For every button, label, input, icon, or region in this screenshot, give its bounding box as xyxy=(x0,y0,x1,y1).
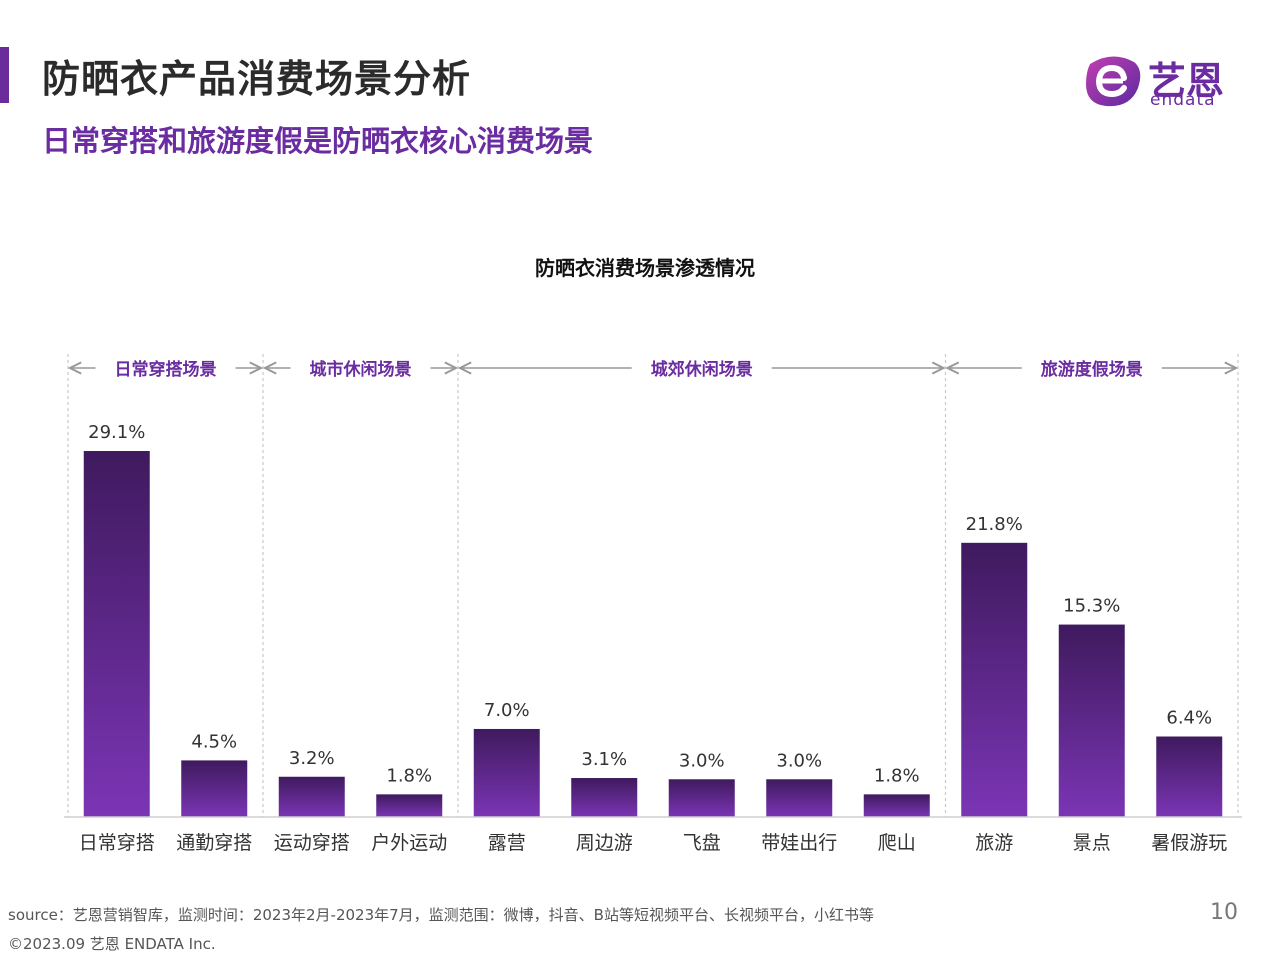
bar-value-label: 1.8% xyxy=(386,765,432,786)
bar-value-label: 29.1% xyxy=(88,422,145,443)
x-tick-label: 户外运动 xyxy=(371,832,447,854)
bar xyxy=(278,776,345,817)
x-tick-label: 带娃出行 xyxy=(761,832,837,854)
bar xyxy=(181,760,248,817)
bar-value-label: 21.8% xyxy=(966,514,1023,535)
endata-logo: 艺恩 endata xyxy=(1082,52,1232,112)
x-tick-label: 爬山 xyxy=(878,832,916,854)
page-title: 防晒衣产品消费场景分析 xyxy=(42,57,472,101)
bar-chart: 日常穿搭场景 城市休闲场景 城郊休闲场景 旅游度假场景 29.1% 日常穿搭 4.5% 通勤… xyxy=(64,354,1242,854)
group-label: 城郊休闲场景 xyxy=(651,359,753,380)
source-note: source：艺恩营销智库，监测时间：2023年2月-2023年7月，监测范围：… xyxy=(8,906,874,924)
bar xyxy=(1058,624,1125,817)
bar-value-label: 4.5% xyxy=(191,731,237,752)
chart-title: 防晒衣消费场景渗透情况 xyxy=(535,256,755,280)
bar xyxy=(766,779,833,817)
bar xyxy=(83,451,150,817)
bar-value-label: 3.0% xyxy=(679,750,725,771)
group-label: 日常穿搭场景 xyxy=(115,359,217,380)
title-accent-bar xyxy=(0,47,9,103)
x-tick-label: 旅游 xyxy=(975,832,1013,854)
x-tick-label: 运动穿搭 xyxy=(274,832,350,854)
bar-value-label: 6.4% xyxy=(1166,708,1212,729)
bar-value-label: 3.1% xyxy=(581,749,627,770)
bar xyxy=(376,794,443,817)
x-tick-label: 景点 xyxy=(1073,832,1111,854)
group-label: 旅游度假场景 xyxy=(1041,359,1143,380)
x-tick-label: 通勤穿搭 xyxy=(176,832,252,854)
x-tick-label: 周边游 xyxy=(576,832,633,854)
logo-text-en: endata xyxy=(1150,90,1216,110)
x-tick-label: 飞盘 xyxy=(683,832,721,854)
bar xyxy=(571,778,638,817)
x-tick-label: 露营 xyxy=(488,832,526,854)
bar-value-label: 1.8% xyxy=(874,765,920,786)
bar xyxy=(668,779,735,817)
group-label: 城市休闲场景 xyxy=(310,359,412,380)
x-tick-label: 日常穿搭 xyxy=(79,832,155,854)
page-subtitle: 日常穿搭和旅游度假是防晒衣核心消费场景 xyxy=(42,124,594,158)
bar-value-label: 3.0% xyxy=(776,750,822,771)
bar xyxy=(863,794,930,817)
bar-value-label: 15.3% xyxy=(1063,596,1120,617)
bar-value-label: 3.2% xyxy=(289,748,335,769)
copyright: ©2023.09 艺恩 ENDATA Inc. xyxy=(8,935,216,953)
bar xyxy=(473,728,540,817)
page-number: 10 xyxy=(1210,900,1238,925)
bar-value-label: 7.0% xyxy=(484,700,530,721)
endata-logo-icon xyxy=(1086,56,1141,107)
bar xyxy=(1156,736,1223,817)
bar xyxy=(961,542,1028,817)
x-tick-label: 暑假游玩 xyxy=(1151,832,1227,854)
logo-text-cn: 艺恩 xyxy=(1148,59,1225,103)
